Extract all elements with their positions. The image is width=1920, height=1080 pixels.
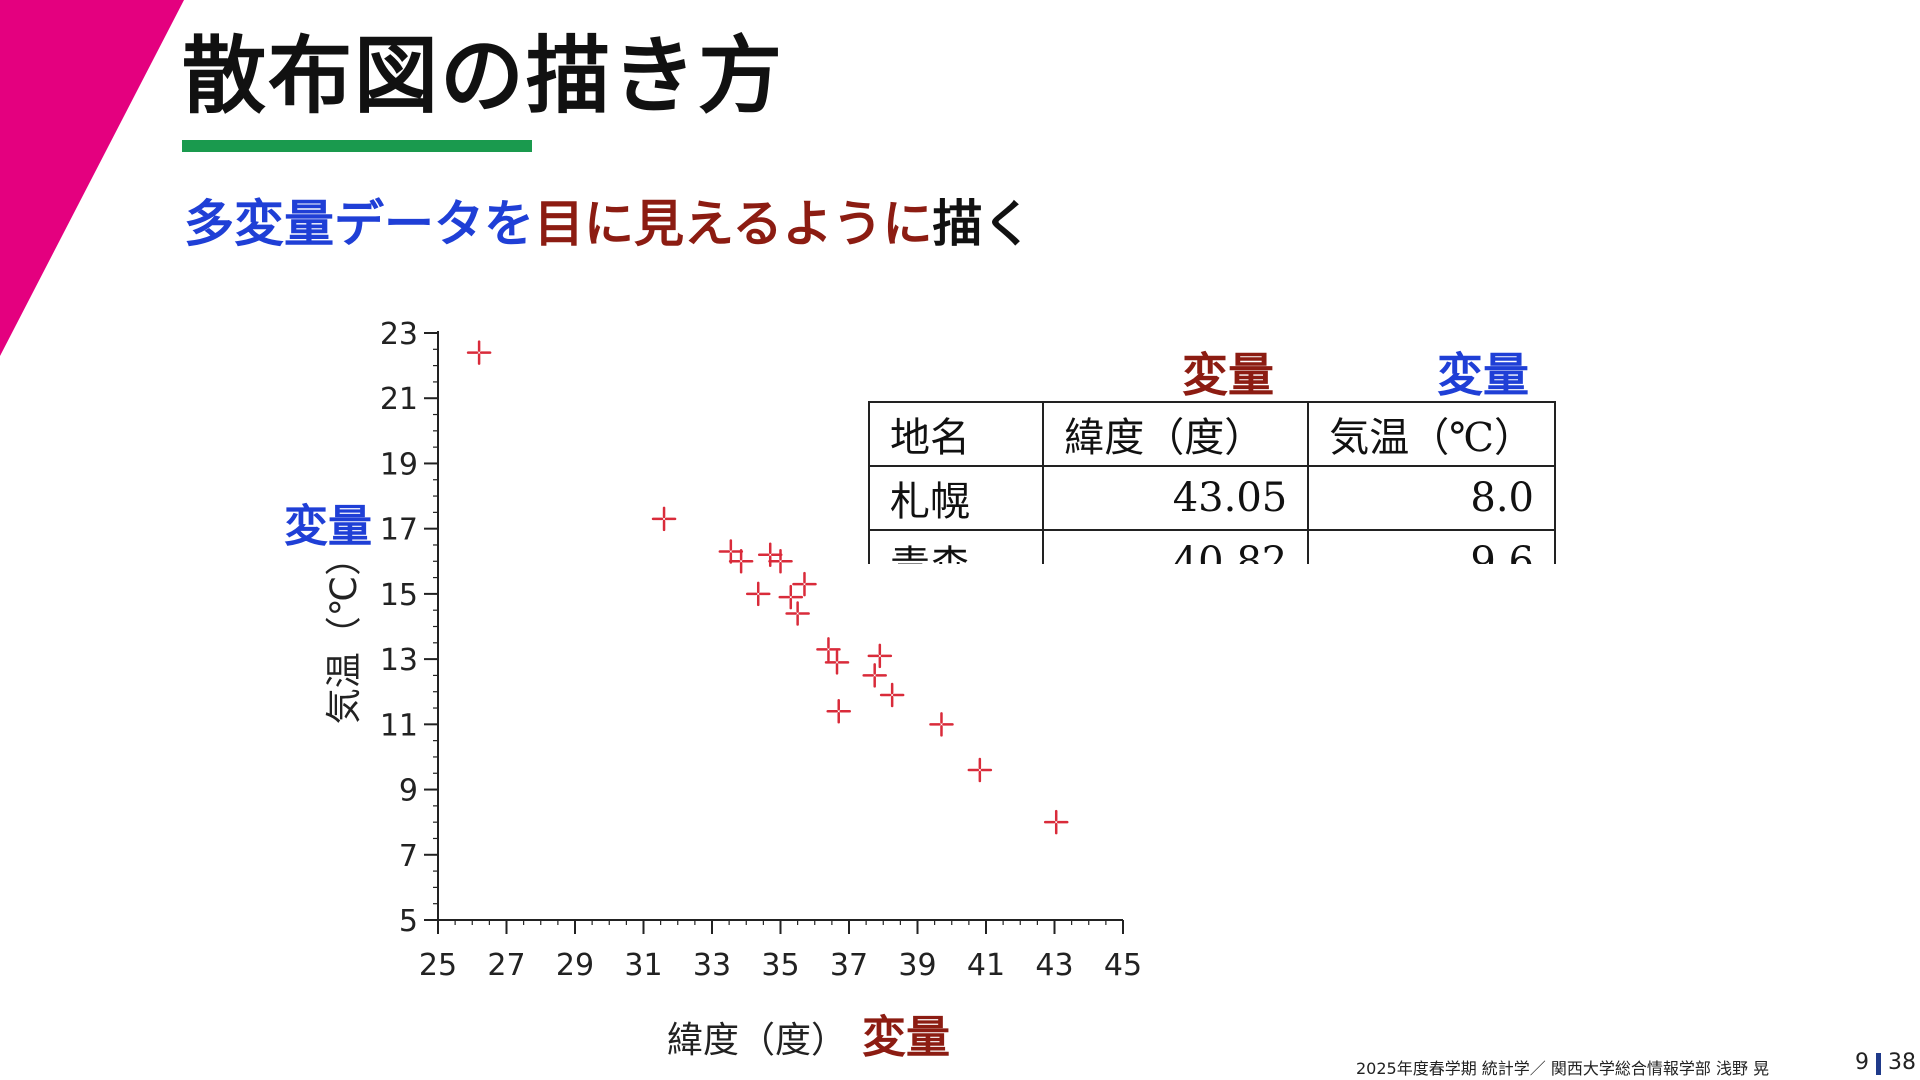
table-header-place: 地名: [868, 401, 1045, 467]
x-tick-label: 39: [898, 948, 936, 983]
corner-accent-shape: [0, 0, 184, 356]
x-tick-label: 35: [761, 948, 799, 983]
data-point: [967, 757, 993, 783]
x-tick-label: 27: [487, 948, 525, 983]
y-tick-label: 17: [380, 513, 418, 548]
x-tick-label: 25: [419, 948, 457, 983]
data-point: [826, 699, 851, 724]
y-tick-label: 19: [380, 447, 418, 482]
table-variable-label-latitude: 変量: [1182, 348, 1274, 402]
y-tick-label: 11: [380, 708, 418, 743]
y-tick-label: 5: [399, 904, 418, 939]
page-separator: [1876, 1053, 1881, 1075]
slide-title: 散布図の描き方: [182, 27, 785, 125]
page-number: 9: [1855, 1050, 1869, 1075]
x-tick-label: 43: [1035, 948, 1073, 983]
data-point: [862, 663, 887, 688]
y-tick-label: 21: [380, 382, 418, 417]
table-row: 札幌 43.05 8.0: [868, 465, 1556, 531]
table-header-row: 地名 緯度（度） 気温（℃）: [868, 401, 1556, 467]
data-point: [778, 584, 804, 610]
table-header-latitude: 緯度（度）: [1042, 401, 1310, 467]
data-point: [466, 340, 492, 365]
y-tick-label: 9: [399, 774, 418, 809]
data-table-clip: 地名 緯度（度） 気温（℃） 札幌 43.05 8.0 青森 40.82 9.6: [868, 401, 1556, 564]
table-cell-place: 青森: [868, 529, 1045, 564]
x-tick-label: 45: [1104, 948, 1142, 983]
y-tick-label: 13: [380, 643, 418, 678]
x-variable-label: 変量: [862, 1012, 950, 1063]
table-cell-latitude: 43.05: [1042, 465, 1310, 531]
x-tick-label: 31: [624, 948, 662, 983]
subtitle-part-multivariate: 多変量データを: [184, 195, 534, 253]
page-total: 38: [1888, 1050, 1916, 1075]
table-variable-label-temperature: 変量: [1437, 348, 1529, 402]
table-cell-temperature: 8.0: [1307, 465, 1556, 531]
data-point: [929, 712, 954, 737]
data-point: [728, 549, 754, 574]
table-cell-latitude: 40.82: [1042, 529, 1310, 564]
data-point: [792, 571, 817, 597]
title-underline: [182, 140, 532, 152]
data-table: 地名 緯度（度） 気温（℃） 札幌 43.05 8.0 青森 40.82 9.6: [868, 401, 1556, 564]
table-header-temperature: 気温（℃）: [1307, 401, 1556, 467]
y-variable-label: 変量: [284, 501, 372, 552]
data-point: [718, 539, 744, 564]
y-tick-label: 7: [399, 839, 418, 874]
x-tick-label: 29: [556, 948, 594, 983]
y-tick-label: 23: [380, 317, 418, 352]
data-point: [1043, 809, 1069, 835]
slide-subtitle: 多変量データを目に見えるように描く: [184, 194, 1033, 254]
table-row: 青森 40.82 9.6: [868, 529, 1556, 564]
data-point: [745, 581, 771, 607]
x-tick-label: 37: [830, 948, 868, 983]
data-point: [785, 601, 810, 626]
data-point: [879, 682, 905, 708]
x-tick-label: 33: [693, 948, 731, 983]
data-point: [867, 643, 893, 669]
table-cell-place: 札幌: [868, 465, 1045, 531]
footer-text: 2025年度春学期 統計学／ 関西大学総合情報学部 浅野 晃: [1356, 1059, 1770, 1078]
table-cell-temperature: 9.6: [1307, 529, 1556, 564]
data-point: [757, 542, 783, 568]
x-axis-title: 緯度（度）: [667, 1020, 847, 1061]
y-tick-label: 15: [380, 578, 418, 613]
y-axis-title: 気温（℃）: [324, 540, 365, 724]
subtitle-part-draw: 描く: [932, 195, 1033, 253]
data-point: [816, 637, 841, 662]
subtitle-part-visible: 目に見えるように: [534, 195, 933, 253]
x-tick-label: 41: [967, 948, 1005, 983]
data-point: [824, 650, 850, 675]
data-point: [651, 506, 677, 532]
